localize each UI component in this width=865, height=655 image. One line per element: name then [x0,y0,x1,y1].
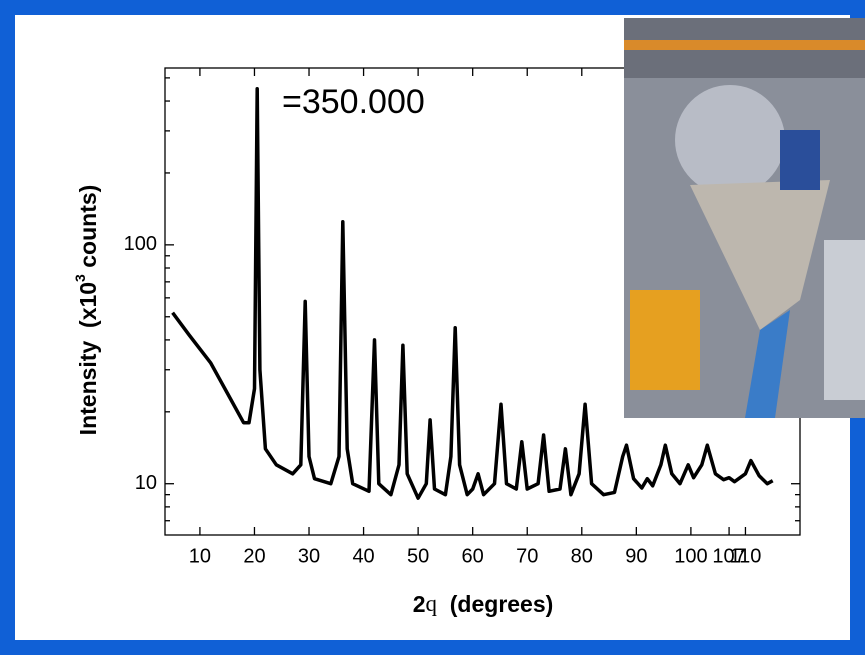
x-label-symbol: q [425,591,437,616]
x-tick-label: 80 [571,545,593,567]
x-tick-label: 90 [625,545,647,567]
y-tick-label: 10 [135,472,157,494]
x-label-main: 2 [413,591,426,617]
x-tick-label: 107 [712,545,745,567]
photo-inset [624,18,865,418]
x-tick-label: 60 [462,545,484,567]
annotation: =350.000 [282,83,425,121]
pattern-line [171,87,774,500]
y-label-rest: counts) [75,185,101,274]
x-label-rest: (degrees) [437,591,553,617]
y-label-sup: 3 [72,274,88,282]
x-tick-label: 10 [189,545,211,567]
y-tick-label: 100 [124,233,157,255]
x-tick-label: 20 [243,545,265,567]
x-tick-label: 100 [674,545,707,567]
x-axis-label: 2q (degrees) [413,591,554,617]
x-tick-label: 30 [298,545,320,567]
x-tick-label: 50 [407,545,429,567]
y-axis-label: Intensity (x103 counts) [72,185,101,436]
x-tick-label: 40 [352,545,374,567]
x-tick-label: 70 [516,545,538,567]
x-tick-label: 110 [730,545,762,567]
y-label-main: Intensity (x10 [75,282,101,435]
